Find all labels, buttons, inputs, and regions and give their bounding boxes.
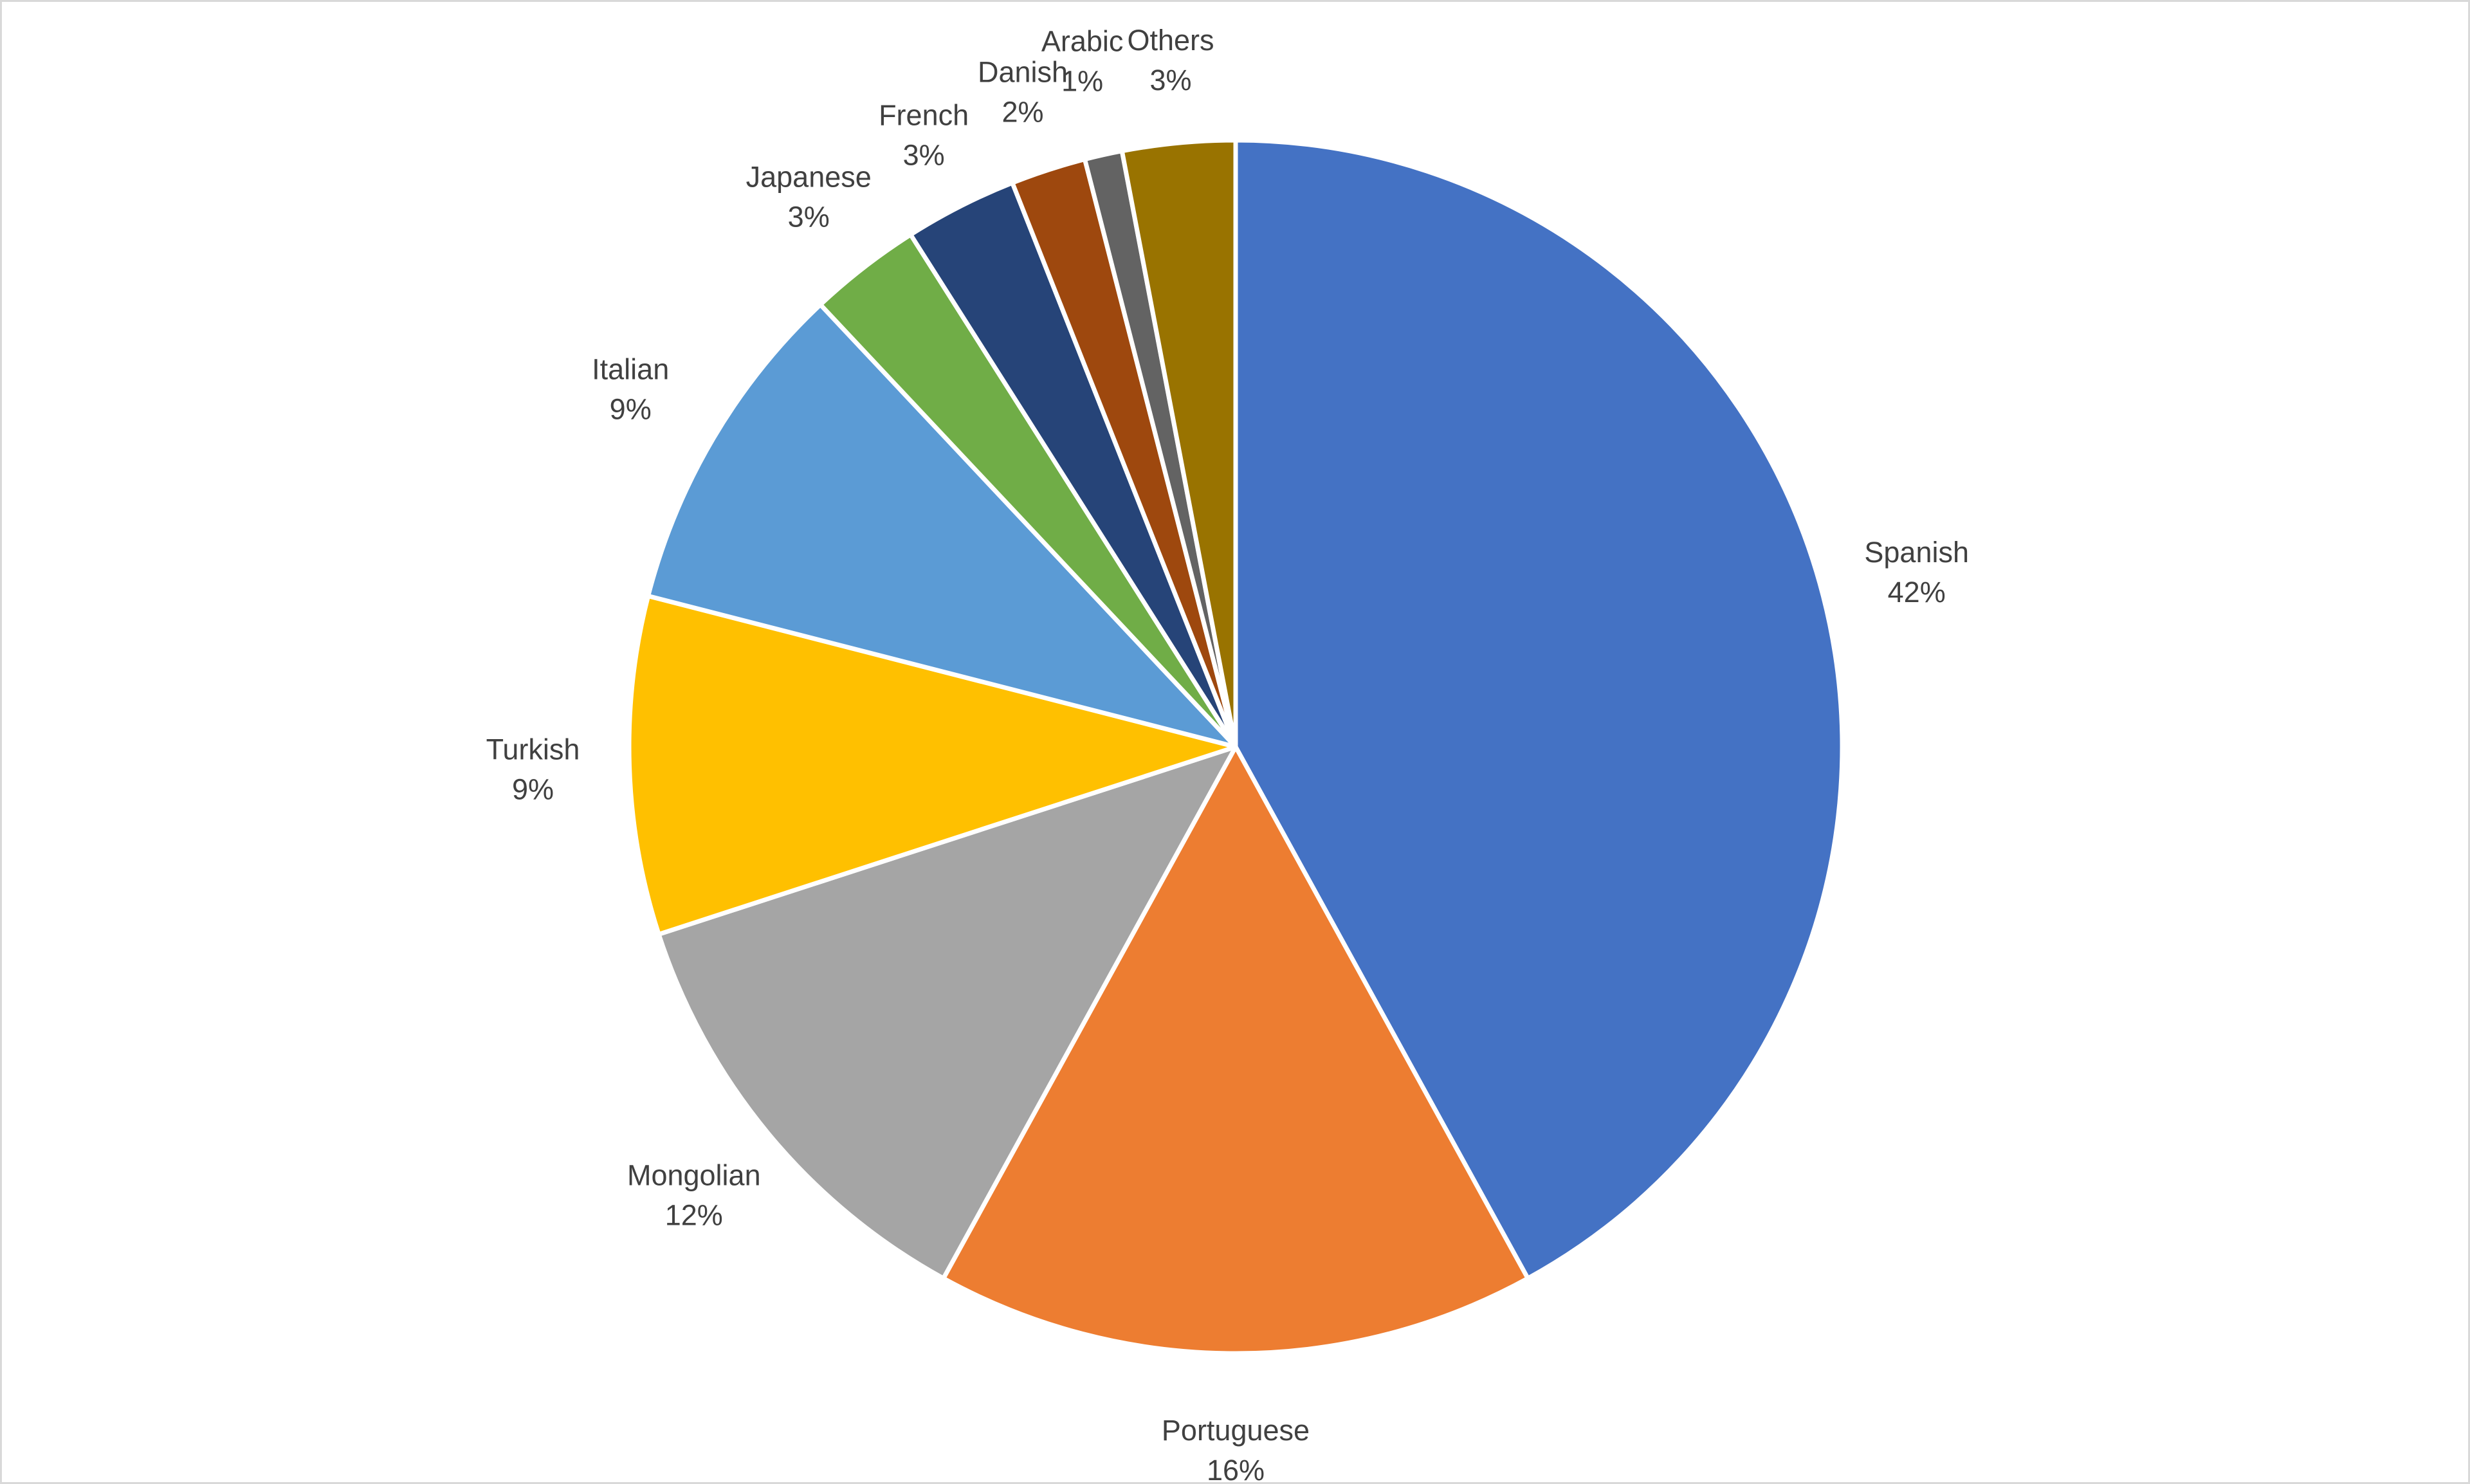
label-danish-percent: 2% — [1002, 95, 1043, 128]
label-mongolian-name: Mongolian — [627, 1159, 761, 1192]
slice-portuguese — [941, 744, 1530, 1356]
label-turkish-percent: 9% — [512, 773, 554, 805]
label-mongolian-percent: 12% — [665, 1199, 723, 1232]
slice-mongolian — [656, 744, 1238, 1281]
labels-layer: Spanish 42% Portuguese 16% Mongolian 12% Turki… — [486, 24, 1969, 1482]
label-spanish-percent: 42% — [1888, 576, 1946, 609]
label-arabic-percent: 1% — [1061, 64, 1103, 97]
label-portuguese-name: Portuguese — [1162, 1414, 1310, 1447]
slices-layer — [627, 138, 1845, 1356]
label-french-percent: 3% — [903, 138, 945, 171]
label-italian-name: Italian — [592, 353, 669, 386]
slice-others — [1119, 138, 1238, 749]
label-danish-name: Danish — [978, 55, 1068, 88]
label-others-percent: 3% — [1149, 64, 1191, 96]
label-portuguese-percent: 16% — [1207, 1454, 1265, 1482]
label-others-name: Others — [1127, 24, 1214, 57]
label-japanese-percent: 3% — [788, 200, 830, 233]
label-turkish-name: Turkish — [486, 733, 580, 765]
slice-turkish — [627, 593, 1238, 937]
slice-italian — [646, 302, 1238, 749]
label-italian-percent: 9% — [610, 393, 652, 426]
slice-spanish — [1233, 138, 1845, 1281]
label-spanish-name: Spanish — [1864, 536, 1969, 569]
label-french-name: French — [879, 98, 969, 131]
label-japanese-name: Japanese — [746, 160, 872, 193]
label-arabic-name: Arabic — [1041, 24, 1124, 57]
